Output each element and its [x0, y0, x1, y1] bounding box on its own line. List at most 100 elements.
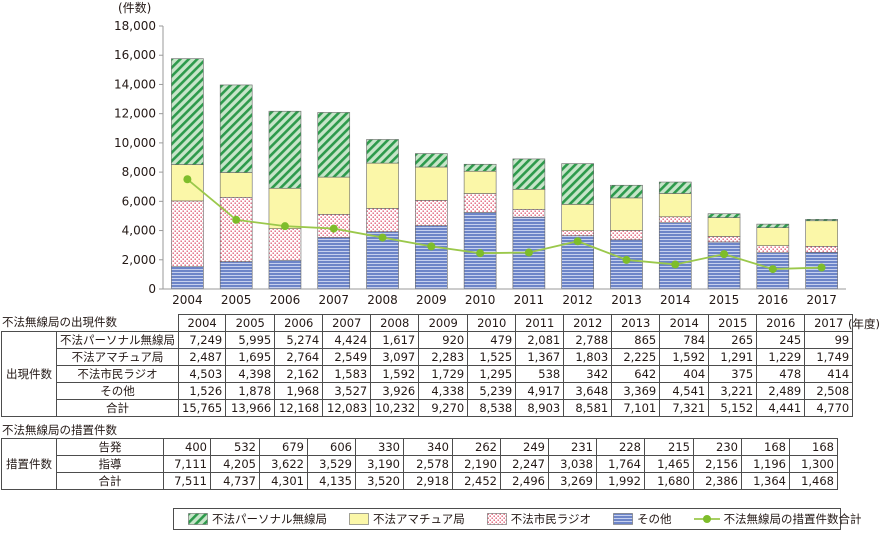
- value-cell: 2,283: [418, 348, 469, 366]
- bar-segment-citizen: [171, 200, 204, 268]
- value-cell: 1,764: [596, 455, 645, 473]
- x-tick-label: 2004: [172, 293, 203, 307]
- measure-line-point: [280, 222, 289, 231]
- value-cell: 228: [596, 438, 645, 456]
- value-cell: 2,247: [500, 455, 549, 473]
- year-header-cell: 2013: [611, 314, 661, 332]
- legend-item-citizen: 不法市民ラジオ: [486, 511, 591, 527]
- value-cell: 479: [467, 331, 517, 349]
- value-cell: 8,903: [515, 399, 565, 417]
- value-cell: 532: [210, 438, 260, 456]
- measure-line-point: [329, 224, 338, 233]
- bar-segment-amateur: [317, 176, 351, 215]
- value-cell: 1,695: [225, 348, 276, 366]
- value-cell: 8,538: [467, 399, 517, 417]
- x-tick-label: 2007: [318, 293, 349, 307]
- value-cell: 784: [659, 331, 710, 349]
- value-cell: 2,225: [611, 348, 661, 366]
- value-cell: 5,239: [467, 382, 517, 400]
- year-header-cell: 2008: [370, 314, 420, 332]
- bar-segment-other: [317, 237, 351, 290]
- value-cell: 1,295: [467, 365, 517, 383]
- value-cell: 1,583: [322, 365, 372, 383]
- value-cell: 15,765: [177, 399, 227, 417]
- x-tick-label: 2005: [221, 293, 252, 307]
- value-cell: 2,156: [693, 455, 742, 473]
- legend-label: 不法アマチュア局: [373, 512, 465, 526]
- x-tick-label: 2009: [416, 293, 447, 307]
- bar-segment-citizen: [610, 230, 643, 241]
- value-cell: 249: [500, 438, 549, 456]
- y-tick-label: 16,000: [114, 48, 156, 62]
- value-cell: 7,111: [163, 455, 211, 473]
- value-cell: 1,592: [659, 348, 710, 366]
- bar-group: [171, 58, 838, 290]
- legend: 不法パーソナル無線局 不法アマチュア局 不法市民ラジオ その他 不法無線局の措置件数合計: [173, 508, 862, 530]
- row-label: 不法市民ラジオ: [56, 365, 179, 383]
- measure-table-title: 不法無線局の措置件数: [2, 423, 117, 437]
- value-cell: 3,926: [370, 382, 420, 400]
- appear-row: 不法アマチュア局 2,487 1,695 2,764 2,549 3,097 2,283 1,…: [2, 348, 854, 366]
- measure-line-point: [232, 215, 241, 224]
- y-tick-label: 14,000: [114, 77, 156, 91]
- value-cell: 262: [452, 438, 501, 456]
- value-cell: 1,617: [370, 331, 420, 349]
- value-cell: 1,878: [225, 382, 276, 400]
- value-cell: 538: [515, 365, 565, 383]
- year-header-cell: 2005: [225, 314, 276, 332]
- bar-segment-citizen: [561, 230, 594, 236]
- value-cell: 12,168: [274, 399, 324, 417]
- measure-group-label: 措置件数: [1, 438, 57, 490]
- value-cell: 4,398: [225, 365, 276, 383]
- appear-group-label: 出現件数: [1, 331, 57, 417]
- bar-segment-pirate: [707, 213, 741, 218]
- value-cell: 1,592: [370, 365, 420, 383]
- year-header-cell: 2016: [756, 314, 806, 332]
- bar-segment-pirate: [756, 223, 790, 228]
- bar-segment-pirate: [463, 163, 497, 172]
- legend-label: 不法無線局の措置件数合計: [723, 512, 862, 526]
- bar-segment-pirate: [366, 139, 399, 164]
- measure-row: 指導 7,111 4,205 3,622 3,529 3,190 2,578 2,190 2,2…: [2, 455, 838, 473]
- value-cell: 1,968: [274, 382, 324, 400]
- value-cell: 4,503: [177, 365, 227, 383]
- value-cell: 2,578: [403, 455, 453, 473]
- y-axis-unit: (件数): [118, 0, 151, 15]
- bar-segment-amateur: [707, 217, 741, 237]
- measure-line-path: [186, 178, 822, 270]
- year-header-cell: 2014: [659, 314, 710, 332]
- value-cell: 3,190: [355, 455, 404, 473]
- bar-segment-pirate: [512, 158, 546, 190]
- bar-segment-pirate: [415, 153, 448, 168]
- bar-segment-other: [658, 222, 692, 290]
- x-tick-label: 2015: [709, 293, 740, 307]
- value-cell: 2,496: [500, 472, 549, 490]
- row-label: 指導: [56, 455, 164, 473]
- bar-segment-citizen: [415, 200, 448, 226]
- value-cell: 2,764: [274, 348, 324, 366]
- x-tick-label: 2010: [465, 293, 496, 307]
- row-label: 告発: [56, 438, 164, 456]
- row-label: 不法パーソナル無線局: [56, 331, 179, 349]
- measure-line-point: [671, 260, 680, 269]
- x-tick-label: 2012: [562, 293, 593, 307]
- value-cell: 3,269: [548, 472, 597, 490]
- row-label: 不法アマチュア局: [56, 348, 179, 366]
- row-label: 合計: [56, 472, 164, 490]
- bar-segment-citizen: [463, 193, 497, 213]
- value-cell: 4,441: [756, 399, 806, 417]
- value-cell: 5,274: [274, 331, 324, 349]
- value-cell: 2,162: [274, 365, 324, 383]
- bar-segment-amateur: [219, 172, 253, 198]
- value-cell: 1,300: [789, 455, 838, 473]
- year-header-cell: 2007: [322, 314, 372, 332]
- measure-line-point: [427, 242, 436, 251]
- bar-segment-other: [268, 259, 302, 290]
- measure-line-point: [817, 263, 826, 272]
- value-cell: 3,038: [548, 455, 597, 473]
- value-cell: 340: [403, 438, 453, 456]
- value-cell: 10,232: [370, 399, 420, 417]
- bar-segment-pirate: [658, 181, 692, 194]
- value-cell: 7,249: [177, 331, 227, 349]
- value-cell: 375: [708, 365, 758, 383]
